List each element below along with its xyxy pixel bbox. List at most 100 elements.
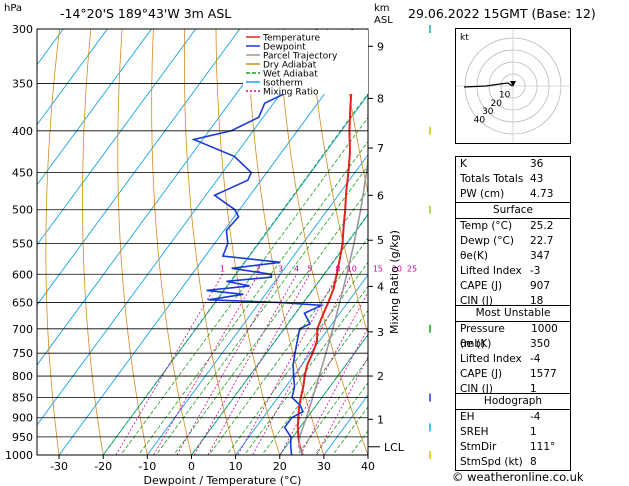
row-label: CIN (J) [460,383,493,395]
isotherm-line [37,29,285,366]
table-row: Totals Totals 43 [456,172,570,187]
km-tick-label: 9 [377,40,384,53]
temp-tick-label: 0 [188,460,195,473]
row-value: 8 [530,456,537,468]
mixing-ratio-label: 10 [347,264,357,273]
isotherm-line [190,214,368,455]
hodograph-ring-label: 20 [490,99,502,109]
mixing-ratio-line [207,274,310,455]
mixing-ratio-line [252,274,353,455]
temp-tick-label: -10 [138,460,156,473]
row-value: 350 [530,338,551,350]
dry-adiabat-line [340,29,368,194]
wet-adiabat-line [261,309,368,455]
table-row: StmDir 111° [456,440,570,455]
lcl-label: LCL [384,441,405,454]
wet-adiabat-line [120,116,368,455]
mixing-ratio-line [115,274,223,455]
row-label: CAPE (J) [460,280,503,292]
dry-adiabat-line [184,29,237,455]
row-label: θe(K) [460,250,488,262]
wet-adiabat-line [138,140,368,455]
row-label: EH [460,411,475,423]
pressure-tick-label: 850 [12,391,33,404]
dry-adiabat-line [45,29,61,455]
wet-adiabat-line [173,189,368,455]
mixing-ratio-label: 20 [392,264,402,273]
surface-panel: Surface Temp (°C) 25.2 Dewp (°C) 22.7 θe(K) 34… [455,202,571,310]
pressure-tick-label: 350 [12,78,33,91]
hodograph-ring-label: 10 [499,90,511,100]
row-value: 111° [530,441,556,453]
copyright-text: © weatheronline.co.uk [452,470,584,484]
mixing-ratio-label: 3 [278,264,283,273]
row-value: 36 [530,158,544,170]
pressure-unit-label: hPa [4,3,23,14]
dry-adiabat-line [215,29,281,455]
legend-box [243,30,368,94]
hodograph-table-panel: Hodograph EH -4 SREH 1 StmDir 111° StmSpd (kt) 8 [455,393,571,471]
row-label: CIN (J) [460,295,493,307]
table-row: Temp (°C) 25.2 [456,218,570,234]
pressure-tick-label: 450 [12,166,33,179]
table-row: θe (K) 350 [456,337,570,352]
temp-tick-label: 30 [317,460,331,473]
temp-tick-label: 20 [273,460,287,473]
hodograph-trace [463,82,513,88]
km-tick-label: 7 [377,142,384,155]
dry-adiabat-line [246,29,325,455]
dewpoint-line [191,29,325,455]
row-label: θe (K) [460,338,492,350]
isotherm-line [37,29,241,306]
pressure-tick-label: 650 [12,297,33,310]
temp-tick-label: -20 [94,460,112,473]
table-row: Pressure (mb) 1000 [456,321,570,350]
pressure-tick-label: 1000 [5,449,33,462]
dry-adiabat-line [309,29,368,335]
wet-adiabat-line [296,358,368,455]
mixing-ratio-label: 5 [307,264,312,273]
parcel-trajectory-line [298,153,368,455]
table-row: Lifted Index -3 [456,264,570,279]
row-value: -4 [530,353,541,365]
dry-adiabat-line [619,17,629,472]
storm-motion-icon [510,81,516,87]
row-value: 1 [530,426,537,438]
mixing-ratio-label: 1 [220,264,225,273]
panel-title: Surface [492,204,533,216]
mixing-ratio-line [237,274,339,455]
row-label: PW (cm) [460,188,505,200]
pressure-tick-label: 750 [12,347,33,360]
asl-label: ASL [374,15,393,26]
isotherm-line [235,274,368,455]
pressure-tick-label: 300 [12,23,33,36]
row-label: Dewp (°C) [460,235,514,247]
hodograph-panel: kt 10 20 30 40 [455,28,571,144]
pressure-tick-label: 900 [12,412,33,425]
wet-adiabat-line [243,285,368,455]
mixing-ratio-label: 4 [294,264,299,273]
pressure-tick-label: 500 [12,204,33,217]
hodograph-ring-label: 30 [482,107,494,117]
km-tick-label: 3 [377,326,384,339]
temp-tick-label: 40 [361,460,375,473]
legend-item: Dry Adiabat [263,61,317,71]
legend-item: Temperature [262,34,320,44]
row-value: 4.73 [530,188,554,200]
km-tick-label: 6 [377,189,384,202]
row-label: CAPE (J) [460,368,503,380]
dry-adiabat-line [151,29,192,455]
wet-adiabat-line [332,406,368,455]
mixing-ratio-line [279,291,368,455]
pressure-tick-label: 400 [12,125,33,138]
height-unit-label: km ASL [374,3,393,27]
row-value: 1 [530,383,537,395]
mixing-ratio-line [316,356,368,455]
wet-adiabat-line [314,382,368,455]
wet-adiabat-line [279,333,368,455]
table-row: θe(K) 347 [456,249,570,264]
legend-item: Mixing Ratio [263,88,319,98]
km-tick-label: 2 [377,370,384,383]
legend-item: Dewpoint [263,43,306,53]
